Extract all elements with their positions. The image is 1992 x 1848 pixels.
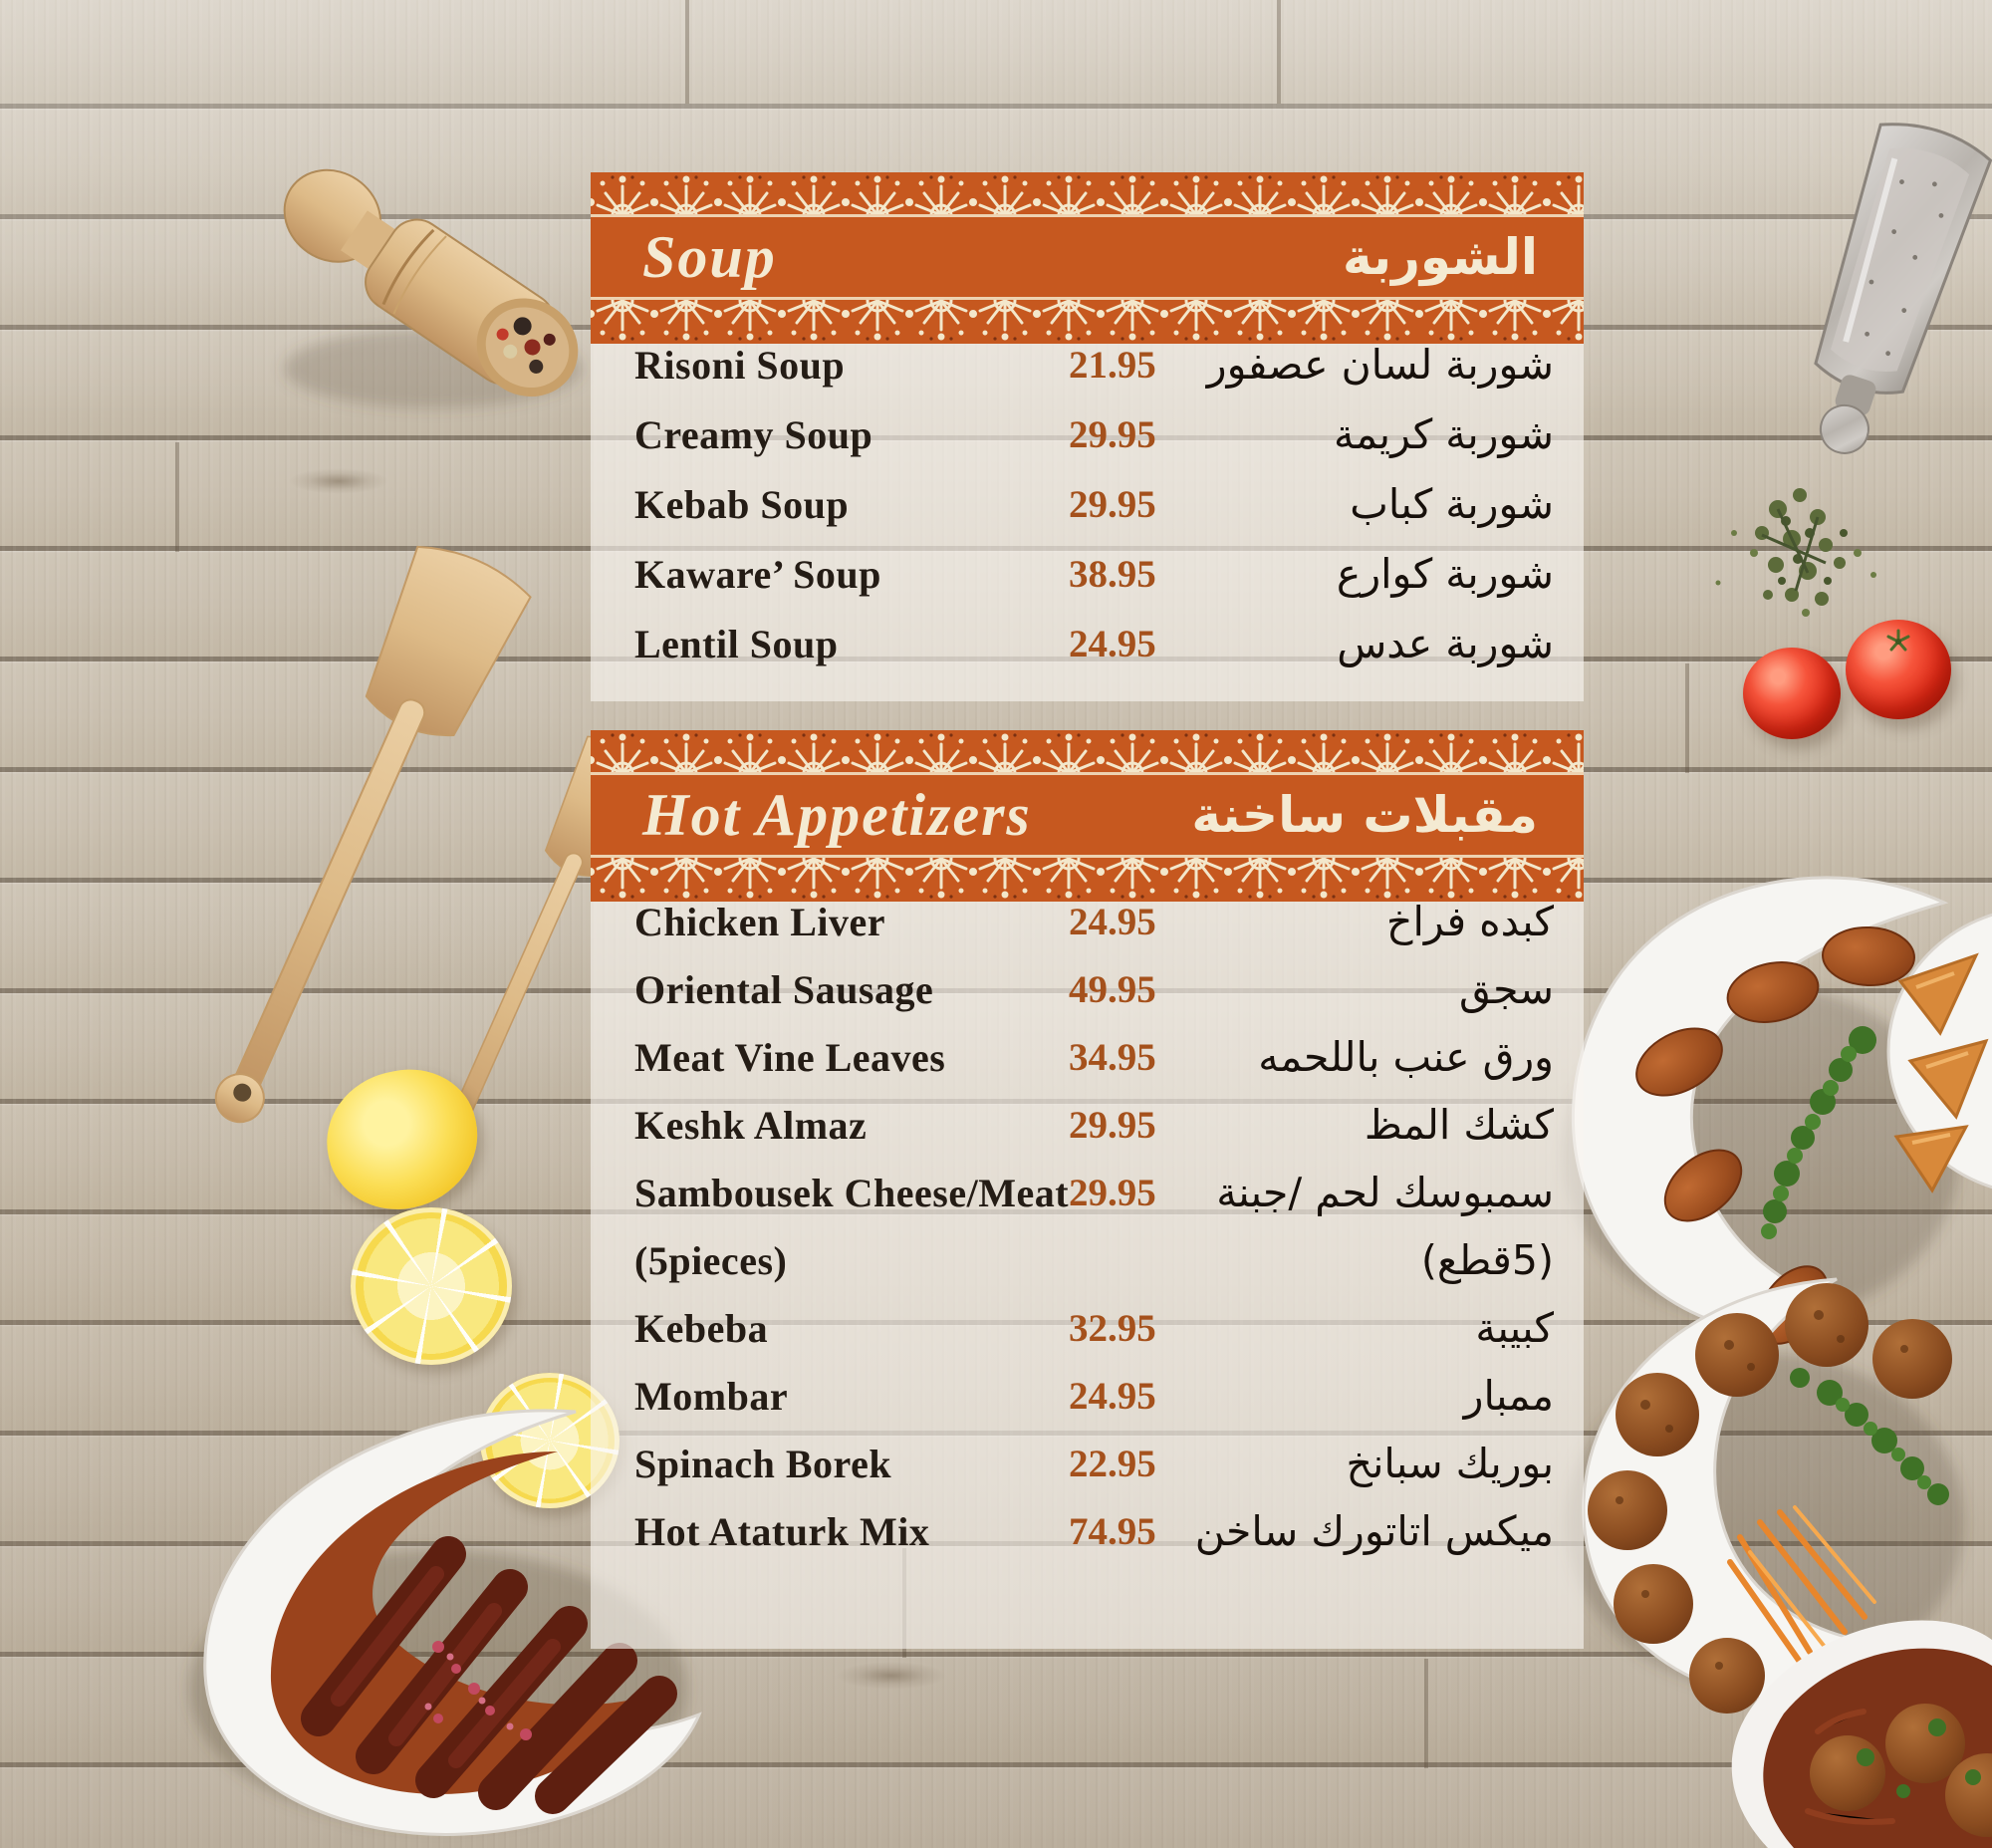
item-name-en: Meat Vine Leaves (634, 1034, 946, 1080)
item-price: 21.95 (1069, 343, 1156, 387)
sausage-crescent-bowl-image (139, 1390, 747, 1848)
item-name-en: Chicken Liver (634, 899, 886, 944)
item-note-en: (5pieces) (634, 1237, 788, 1283)
item-name-ar: شوربة كوارع (1336, 550, 1554, 598)
menu-item-row: Sambousek Cheese/Meat 29.95 سمبوسك لحم /… (591, 1159, 1584, 1226)
item-name-en: Hot Ataturk Mix (634, 1508, 930, 1554)
item-name-ar: كشك المظ (1364, 1101, 1554, 1149)
hot-appetizers-section: Hot Appetizers مقبلات ساخنة Chicken Live… (591, 730, 1584, 1649)
menu-item-row: Keshk Almaz 29.95 كشك المظ (591, 1091, 1584, 1159)
menu-item-note-row: (5pieces) (5قطع) (591, 1226, 1584, 1294)
item-name-ar: ممبار (1463, 1372, 1554, 1420)
item-name-ar: شوربة كريمة (1334, 410, 1554, 458)
item-name-ar: سجق (1458, 965, 1554, 1013)
item-price: 29.95 (1069, 1171, 1156, 1214)
samosa-plate-image (1880, 902, 1992, 1200)
item-name-ar: شوربة لسان عصفور (1206, 341, 1554, 389)
item-name-en: Lentil Soup (634, 621, 839, 666)
item-name-ar: بوريك سبانخ (1346, 1440, 1554, 1487)
thyme-herbs-image (1658, 413, 1927, 648)
item-name-en: Creamy Soup (634, 411, 873, 457)
lace-border-icon (591, 300, 1584, 344)
wood-plank-joint (685, 0, 689, 104)
item-name-en: Spinach Borek (634, 1441, 892, 1486)
menu-item-row: Kebab Soup 29.95 شوربة كباب (591, 469, 1584, 539)
item-price: 34.95 (1069, 1035, 1156, 1079)
hot-appetizers-title-ar: مقبلات ساخنة (1191, 786, 1538, 844)
item-price: 29.95 (1069, 1103, 1156, 1147)
menu-item-row: Mombar 24.95 ممبار (591, 1362, 1584, 1430)
meatball-crescent-plate-image (1546, 1263, 1992, 1731)
soup-section: Soup الشوربة Risoni Soup 21.95 شوربة لسا… (591, 172, 1584, 701)
menu-item-row: Oriental Sausage 49.95 سجق (591, 955, 1584, 1023)
item-price: 29.95 (1069, 412, 1156, 456)
metal-grater-image (1788, 85, 1992, 473)
item-name-en: Oriental Sausage (634, 966, 934, 1012)
item-name-ar: ورق عنب باللحمه (1258, 1033, 1554, 1081)
menu-item-row: Spinach Borek 22.95 بوريك سبانخ (591, 1430, 1584, 1497)
item-name-en: Sambousek Cheese/Meat (634, 1170, 1070, 1215)
menu-item-row: Creamy Soup 29.95 شوربة كريمة (591, 399, 1584, 469)
item-name-en: Mombar (634, 1373, 789, 1419)
item-price: 24.95 (1069, 622, 1156, 665)
item-price: 24.95 (1069, 900, 1156, 943)
item-name-en: Kebab Soup (634, 481, 850, 527)
menu-item-row: Kebeba 32.95 كبيبة (591, 1294, 1584, 1362)
wooden-scoop-with-peppercorns-image (234, 120, 632, 448)
item-price: 38.95 (1069, 552, 1156, 596)
lace-border-icon (591, 172, 1584, 214)
lace-border-icon (591, 730, 1584, 772)
menu-item-row: Kaware’ Soup 38.95 شوربة كوارع (591, 539, 1584, 609)
item-price: 24.95 (1069, 1374, 1156, 1418)
item-name-ar: ميكس اتاتورك ساخن (1194, 1507, 1554, 1555)
item-name-ar: كبيبة (1475, 1304, 1554, 1352)
soup-items: Risoni Soup 21.95 شوربة لسان عصفور Cream… (591, 330, 1584, 678)
tomato-image (1743, 648, 1841, 739)
meat-sauce-corner-bowl-image (1698, 1582, 1992, 1848)
hot-appetizers-header-band: Hot Appetizers مقبلات ساخنة (591, 730, 1584, 902)
soup-title-en: Soup (642, 224, 777, 290)
item-name-en: Kaware’ Soup (634, 551, 881, 597)
soup-header-band: Soup الشوربة (591, 172, 1584, 344)
item-name-ar: كبده فراخ (1385, 898, 1554, 945)
item-name-en: Keshk Almaz (634, 1102, 868, 1148)
wood-plank-joint (1277, 0, 1281, 104)
wood-plank-joint (1424, 1659, 1428, 1768)
menu-item-row: Hot Ataturk Mix 74.95 ميكس اتاتورك ساخن (591, 1497, 1584, 1565)
item-name-ar: شوربة عدس (1337, 620, 1554, 667)
item-name-ar: شوربة كباب (1350, 480, 1554, 528)
menu-item-row: Meat Vine Leaves 34.95 ورق عنب باللحمه (591, 1023, 1584, 1091)
lemon-slice-image (351, 1207, 512, 1365)
wood-plank-joint (1685, 663, 1689, 773)
item-price: 74.95 (1069, 1509, 1156, 1553)
hot-appetizers-title-en: Hot Appetizers (642, 782, 1032, 848)
wood-knot (837, 1662, 946, 1690)
lace-border-icon (591, 858, 1584, 902)
item-price: 22.95 (1069, 1442, 1156, 1485)
item-price: 32.95 (1069, 1306, 1156, 1350)
menu-item-row: Lentil Soup 24.95 شوربة عدس (591, 609, 1584, 678)
item-name-ar: سمبوسك لحم /جبنة (1216, 1169, 1554, 1216)
item-price: 49.95 (1069, 967, 1156, 1011)
item-price: 29.95 (1069, 482, 1156, 526)
hot-appetizers-items: Chicken Liver 24.95 كبده فراخ Oriental S… (591, 888, 1584, 1565)
item-name-en: Kebeba (634, 1305, 769, 1351)
menu-item-row: Chicken Liver 24.95 كبده فراخ (591, 888, 1584, 955)
menu-item-row: Risoni Soup 21.95 شوربة لسان عصفور (591, 330, 1584, 399)
item-note-ar: (5قطع) (1420, 1236, 1554, 1284)
wood-knot (289, 468, 388, 494)
soup-title-ar: الشوربة (1342, 228, 1538, 286)
tomato-calyx-icon (1884, 628, 1912, 656)
item-name-en: Risoni Soup (634, 342, 846, 388)
wood-plank-joint (175, 442, 179, 552)
